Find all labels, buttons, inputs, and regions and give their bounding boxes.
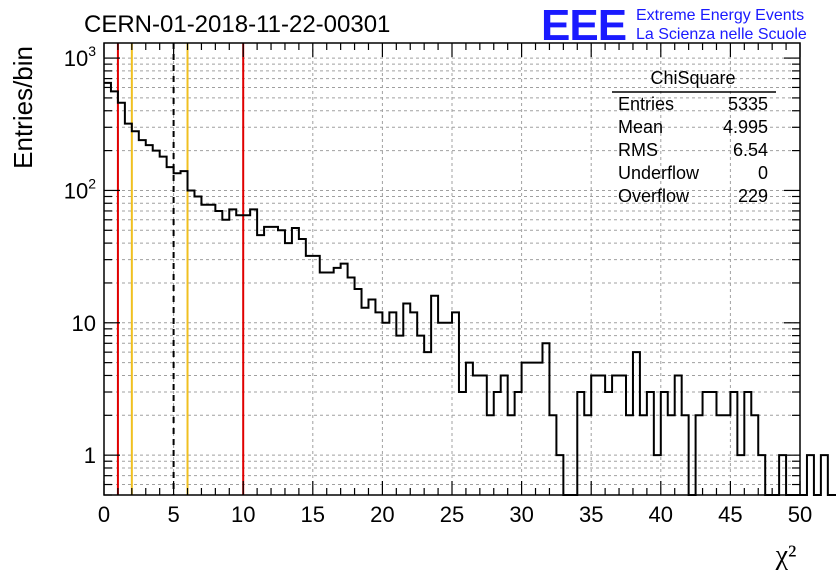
y-tick-label: 102 bbox=[64, 175, 96, 203]
x-tick-label: 0 bbox=[98, 502, 110, 527]
logo-letters: EEE bbox=[541, 1, 626, 50]
stats-row-value: 229 bbox=[738, 186, 768, 206]
stats-row-label: Mean bbox=[618, 117, 663, 137]
x-axis-label: χ² bbox=[775, 540, 797, 571]
stats-box: ChiSquare Entries 5335 Mean 4.995 RMS 6.54 Und… bbox=[612, 68, 776, 206]
stats-row-label: Overflow bbox=[618, 186, 690, 206]
stats-row-value: 6.54 bbox=[733, 140, 768, 160]
stats-row-label: Underflow bbox=[618, 163, 700, 183]
y-tick-label: 1 bbox=[84, 443, 96, 468]
eee-logo: EEE Extreme Energy Events La Scienza nel… bbox=[541, 1, 807, 50]
stats-row-value: 0 bbox=[758, 163, 768, 183]
stats-row-value: 4.995 bbox=[723, 117, 768, 137]
x-tick-label: 10 bbox=[231, 502, 255, 527]
stats-title: ChiSquare bbox=[650, 68, 735, 88]
x-tick-label: 5 bbox=[167, 502, 179, 527]
reference-lines bbox=[116, 43, 245, 495]
y-tick-label: 10 bbox=[72, 311, 96, 336]
chart-title: CERN-01-2018-11-22-00301 bbox=[84, 11, 390, 38]
y-axis-label: Entries/bin bbox=[8, 46, 38, 169]
x-tick-label: 20 bbox=[370, 502, 394, 527]
stats-row-label: Entries bbox=[618, 94, 674, 114]
y-tick-label: 103 bbox=[64, 43, 96, 71]
stats-row-label: RMS bbox=[618, 140, 658, 160]
x-tick-label: 40 bbox=[649, 502, 673, 527]
x-tick-label: 45 bbox=[718, 502, 742, 527]
stats-row-value: 5335 bbox=[728, 94, 768, 114]
y-tick-labels: 1 10 102 103 bbox=[64, 43, 96, 468]
x-tick-label: 50 bbox=[788, 502, 812, 527]
x-tick-label: 30 bbox=[509, 502, 533, 527]
stats-rows: Entries 5335 Mean 4.995 RMS 6.54 Underflow 0 Ove… bbox=[618, 94, 768, 206]
x-tick-label: 25 bbox=[440, 502, 464, 527]
x-tick-label: 15 bbox=[301, 502, 325, 527]
logo-line-2: La Scienza nelle Scuole bbox=[636, 26, 807, 43]
x-tick-label: 35 bbox=[579, 502, 603, 527]
x-tick-labels: 0 5 10 15 20 25 30 35 40 45 50 bbox=[98, 502, 812, 527]
histogram-series bbox=[104, 81, 836, 496]
logo-line-1: Extreme Energy Events bbox=[636, 7, 804, 24]
axis-ticks bbox=[103, 43, 801, 496]
